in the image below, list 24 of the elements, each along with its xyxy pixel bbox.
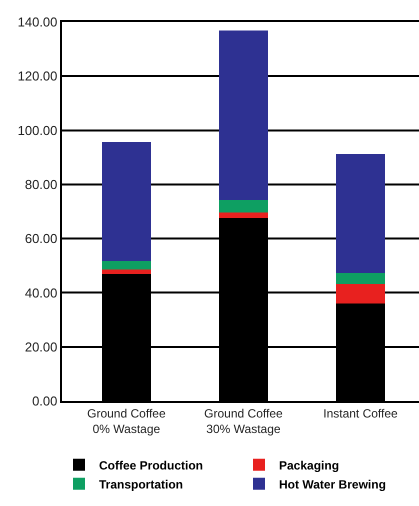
bar <box>218 30 268 200</box>
legend-label: Transportation <box>99 477 184 492</box>
legend-label: Coffee Production <box>99 458 203 472</box>
y-tick-label: 40.00 <box>24 285 58 300</box>
y-tick-label: 60.00 <box>24 231 58 246</box>
bar <box>102 270 151 274</box>
legend-label: Packaging <box>279 458 340 472</box>
bar <box>336 154 386 273</box>
y-tick-label: 80.00 <box>24 176 58 192</box>
bar <box>336 272 386 284</box>
x-tick-label: Instant Coffee <box>323 406 398 420</box>
y-tick-label: 0.00 <box>32 394 58 409</box>
y-tick-label: 20.00 <box>24 339 58 354</box>
bar <box>218 200 268 212</box>
x-tick-label: Ground Coffee 30% Wastage <box>204 406 284 436</box>
bar <box>102 260 151 270</box>
bar <box>336 284 386 304</box>
x-tick-label: Ground Coffee 0% Wastage <box>87 406 166 436</box>
y-tick-label: 140.00 <box>18 14 58 30</box>
bar <box>218 212 268 218</box>
legend-label: Hot Water Brewing <box>279 477 386 492</box>
y-tick-label: 100.00 <box>18 122 58 138</box>
bar <box>102 142 151 261</box>
y-tick-label: 120.00 <box>18 68 58 84</box>
